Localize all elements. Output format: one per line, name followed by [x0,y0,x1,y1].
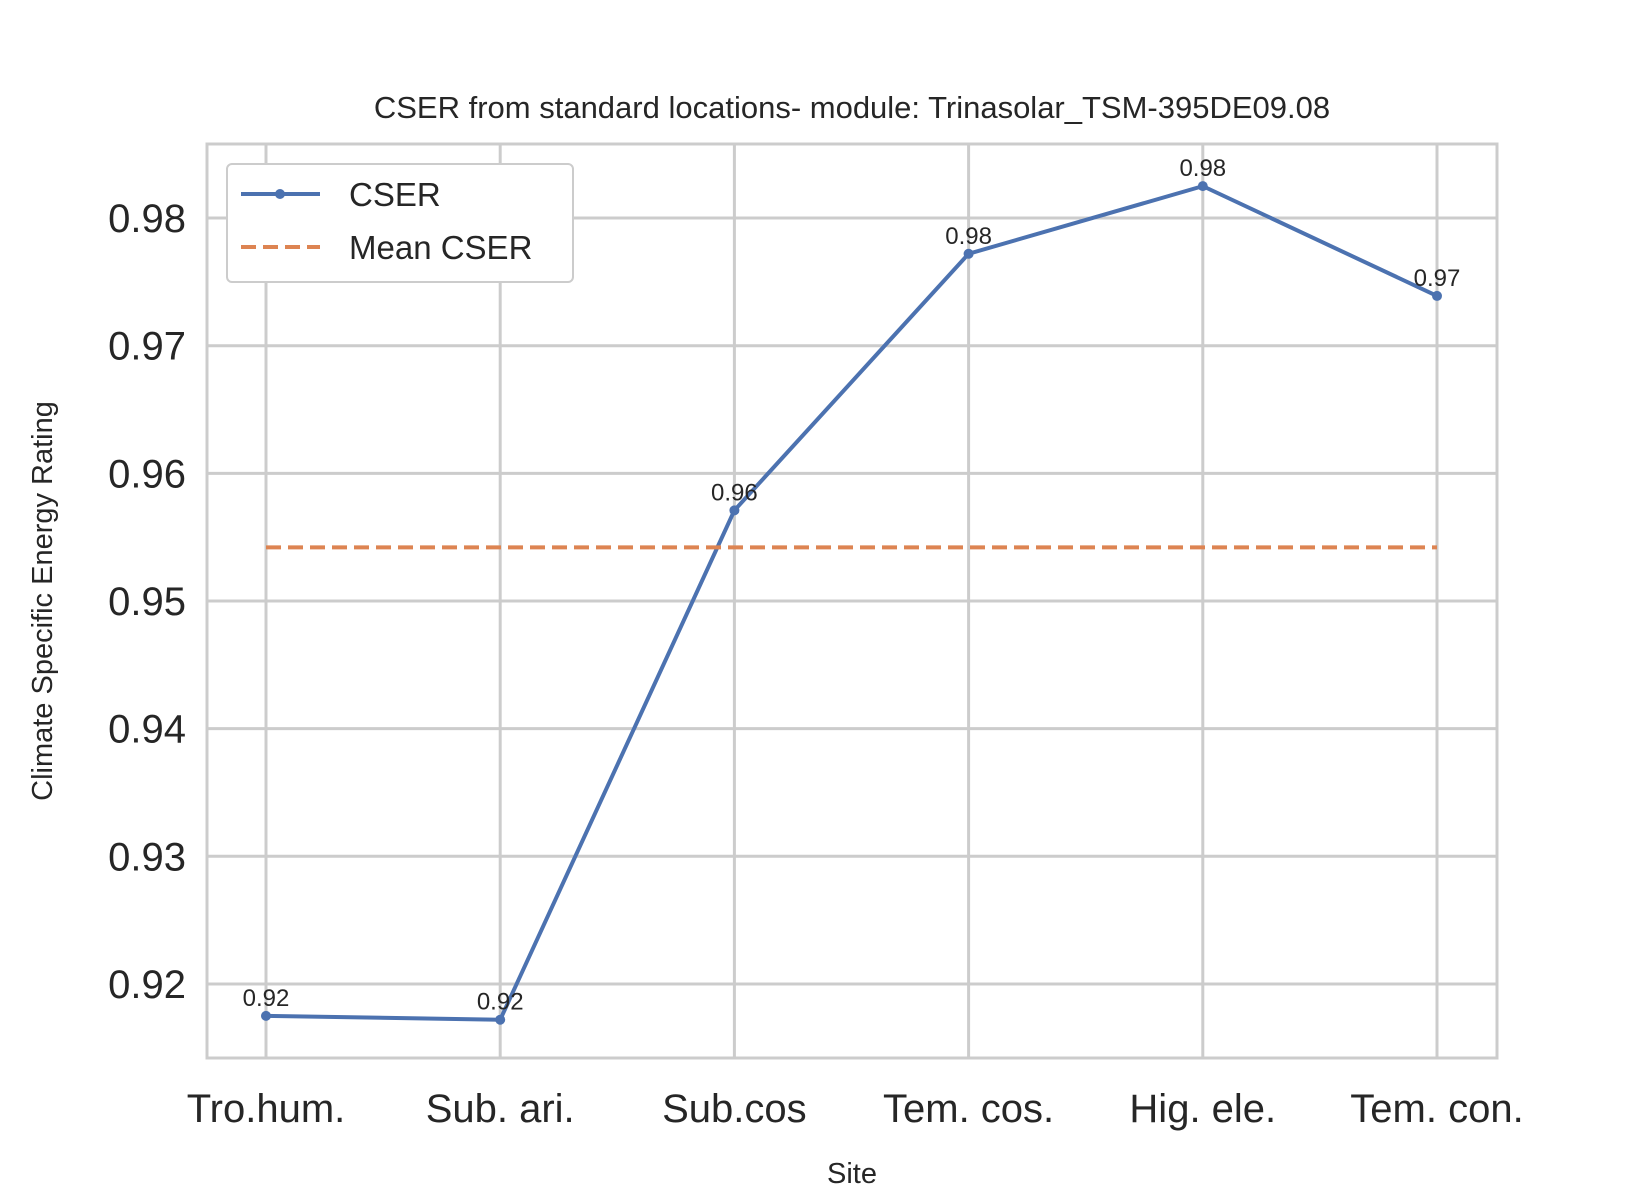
data-point [729,505,740,516]
x-tick-label: Tem. con. [1350,1087,1523,1131]
x-tick-label: Tem. cos. [883,1087,1054,1131]
data-label: 0.92 [477,989,524,1016]
data-point [1432,290,1442,301]
legend-label-cser: CSER [349,176,441,213]
chart-title: CSER from standard locations- module: Tr… [374,90,1330,125]
legend-marker-cser [275,189,285,199]
x-tick-label: Tro.hum. [187,1087,346,1131]
legend: CSER Mean CSER [226,163,574,283]
data-label: 0.97 [1414,265,1461,292]
y-axis-label: Climate Specific Energy Rating [27,401,59,801]
y-tick-label: 0.94 [108,708,186,752]
data-point [261,1010,271,1021]
x-tick-label: Hig. ele. [1129,1087,1276,1131]
series-line-cser [265,184,1438,1022]
axis-ticks: 0.92 0.93 0.94 0.95 0.96 0.97 0.98 Tro.hum. Sub.… [108,197,1524,1131]
y-tick-label: 0.97 [108,325,186,369]
y-tick-label: 0.93 [108,835,186,879]
y-tick-label: 0.92 [108,963,186,1007]
y-tick-label: 0.98 [108,197,186,241]
x-tick-label: Sub.cos [662,1087,807,1131]
legend-label-mean-cser: Mean CSER [349,229,532,266]
x-axis-label: Site [827,1158,877,1190]
y-tick-label: 0.95 [108,580,186,624]
y-tick-label: 0.96 [108,452,186,496]
data-label: 0.98 [1179,155,1226,182]
data-label: 0.96 [711,479,758,506]
x-tick-label: Sub. ari. [426,1087,575,1131]
data-label: 0.92 [243,985,290,1012]
grid-lines [207,144,1497,1058]
data-point [1197,181,1208,192]
data-point [495,1014,506,1025]
data-label: 0.98 [945,223,992,250]
series-layer: 0.92 0.92 0.96 0.98 0.98 0.97 [243,155,1461,1025]
plot-frame [205,142,1499,1060]
data-point [963,248,974,259]
